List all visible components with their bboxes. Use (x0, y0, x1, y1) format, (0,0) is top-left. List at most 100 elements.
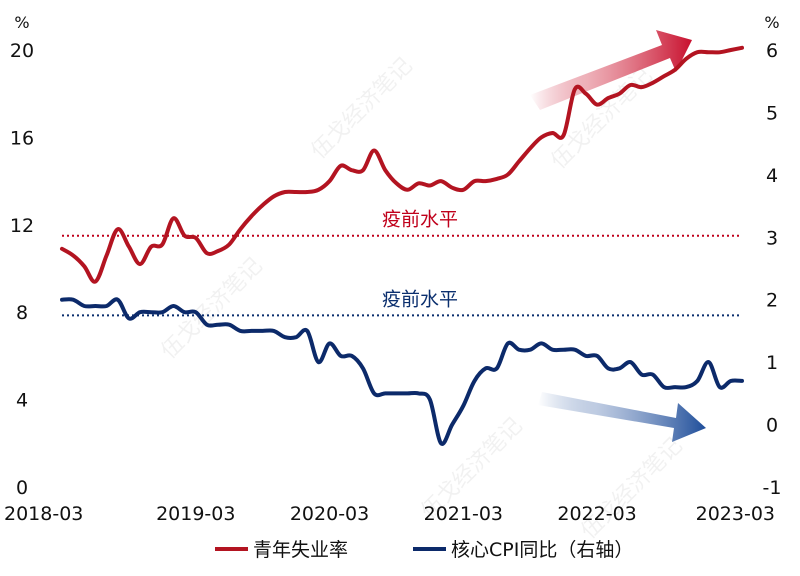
legend-label-youth-unemployment: 青年失业率 (253, 539, 348, 561)
data-point (451, 186, 454, 189)
data-point (362, 367, 365, 370)
right-tick-label: 4 (766, 165, 778, 187)
left-axis-ticks: 0 4 8 12 16 20 (10, 40, 34, 499)
data-point (428, 184, 431, 187)
data-point (663, 75, 666, 78)
data-point (116, 228, 119, 231)
data-point (239, 228, 242, 231)
data-point (596, 103, 599, 106)
data-point (61, 247, 64, 250)
data-point (384, 169, 387, 172)
data-point (295, 336, 298, 339)
data-point (205, 323, 208, 326)
data-point (518, 348, 521, 351)
data-point (473, 180, 476, 183)
data-point (640, 86, 643, 89)
data-point (161, 311, 164, 314)
left-tick-label: 12 (10, 215, 34, 237)
data-point (729, 379, 732, 382)
data-point (562, 134, 565, 137)
data-point (573, 348, 576, 351)
data-point (440, 180, 443, 183)
x-tick-label: 2019-03 (156, 503, 235, 525)
data-point (696, 379, 699, 382)
data-point (495, 177, 498, 180)
data-point (707, 361, 710, 364)
data-point (161, 243, 164, 246)
data-point (629, 361, 632, 364)
data-point (284, 336, 287, 339)
x-axis-ticks: 2018-03 2019-03 2020-03 2021-03 2022-03 2023-… (4, 503, 775, 525)
data-point (72, 254, 75, 257)
data-point (239, 329, 242, 332)
data-point (406, 392, 409, 395)
data-point (718, 51, 721, 54)
data-point (94, 305, 97, 308)
reference-line-label: 疫前水平 (382, 288, 458, 310)
data-point (217, 250, 220, 253)
data-point (105, 305, 108, 308)
right-tick-label: 0 (766, 415, 778, 437)
data-point (205, 252, 208, 255)
data-point (640, 373, 643, 376)
right-tick-label: 2 (766, 290, 778, 312)
data-point (172, 217, 175, 220)
data-point (674, 68, 677, 71)
data-point (663, 386, 666, 389)
reference-line-label: 疫前水平 (382, 209, 458, 231)
series-layer (60, 45, 744, 446)
data-point (506, 173, 509, 176)
blue-trend-arrow (538, 392, 706, 442)
data-point (584, 354, 587, 357)
data-point (417, 392, 420, 395)
left-axis-unit: % (14, 13, 29, 32)
series-line-core-cpi (60, 297, 744, 446)
data-point (741, 46, 744, 49)
data-point (127, 317, 130, 320)
data-point (718, 386, 721, 389)
data-point (317, 188, 320, 191)
data-point (261, 329, 264, 332)
data-point (72, 298, 75, 301)
data-point (584, 92, 587, 95)
data-point (116, 298, 119, 301)
left-tick-label: 4 (16, 390, 28, 412)
data-point (150, 245, 153, 248)
data-point (373, 149, 376, 152)
right-tick-label: 3 (766, 227, 778, 249)
data-point (328, 342, 331, 345)
data-point (94, 280, 97, 283)
left-tick-label: 20 (10, 40, 34, 62)
right-axis-unit: % (764, 13, 779, 32)
data-point (495, 367, 498, 370)
data-point (183, 311, 186, 314)
data-point (607, 367, 610, 370)
legend-label-core-cpi: 核心CPI同比（右轴） (451, 539, 633, 561)
left-tick-label: 0 (16, 477, 28, 499)
data-point (272, 195, 275, 198)
data-point (272, 329, 275, 332)
right-tick-label: -1 (763, 477, 782, 499)
left-tick-label: 16 (10, 127, 34, 149)
data-point (685, 57, 688, 60)
x-tick-label: 2022-03 (557, 503, 636, 525)
data-point (707, 51, 710, 54)
data-point (406, 188, 409, 191)
data-point (150, 311, 153, 314)
data-point (540, 136, 543, 139)
data-point (228, 323, 231, 326)
data-point (618, 367, 621, 370)
data-point (217, 323, 220, 326)
data-point (139, 263, 142, 266)
data-point (228, 243, 231, 246)
data-point (484, 367, 487, 370)
data-point (551, 348, 554, 351)
data-point (373, 392, 376, 395)
data-point (362, 169, 365, 172)
x-tick-label: 2020-03 (290, 503, 369, 525)
data-point (339, 164, 342, 167)
data-point (462, 188, 465, 191)
legend: 青年失业率 核心CPI同比（右轴） (215, 539, 633, 561)
